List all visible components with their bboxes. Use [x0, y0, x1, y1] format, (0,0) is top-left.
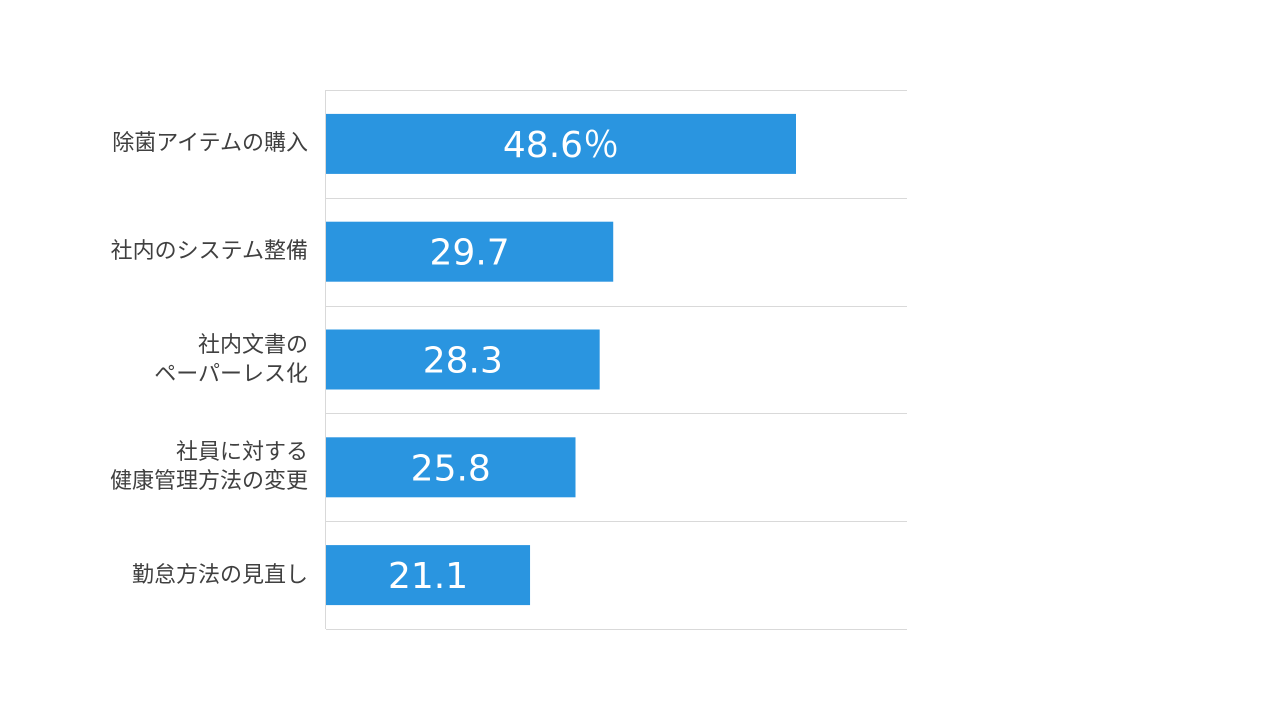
data-label: 25.8	[411, 448, 491, 489]
category-label: 社員に対する 健康管理方法の変更	[109, 440, 308, 495]
data-label: 21.1	[388, 556, 468, 597]
category-label: 社内のシステム整備	[110, 239, 308, 265]
bar	[326, 545, 531, 606]
data-label: 48.6％	[503, 125, 619, 166]
category-label: 社内文書の ペーパーレス化	[154, 332, 308, 387]
bar	[326, 113, 796, 174]
data-label: 28.3	[423, 341, 503, 382]
category-label: 除菌アイテムの購入	[112, 131, 308, 157]
category-label: 勤怠方法の見直し	[131, 562, 308, 588]
bar	[326, 329, 600, 390]
bar	[326, 437, 576, 498]
data-label: 29.7	[430, 233, 510, 274]
bar	[326, 221, 614, 282]
